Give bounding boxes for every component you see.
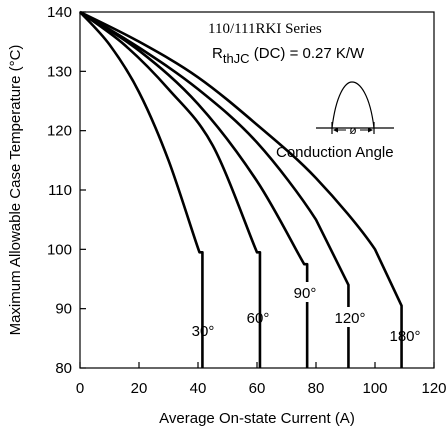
y-tick-label: 130 [47,63,72,80]
y-tick-label: 120 [47,123,72,140]
y-tick-label: 90 [55,301,72,318]
phi-symbol: ø [349,123,357,137]
y-tick-label: 140 [47,4,72,21]
series-label-bg-90 [288,282,322,302]
rth-main: R [212,45,223,62]
y-tick-label: 100 [47,241,72,258]
x-tick-label: 80 [308,380,325,397]
series-label-bg-120 [330,307,370,327]
angle-arrowhead-right [368,127,373,133]
x-tick-label: 20 [131,380,148,397]
series-lines [79,10,403,368]
x-tick-label: 40 [190,380,207,397]
x-tick-label: 100 [362,380,387,397]
thermal-resistance-label: RthJC (DC) = 0.27 K/W [212,45,365,66]
x-axis: 0 20 40 60 80 100 120 [76,362,447,397]
series-labels: 30° 60° 90° 120° 180° [192,282,421,345]
series-line-90deg [79,10,309,368]
series-line-60deg [79,10,262,368]
series-label-180: 180° [389,328,420,345]
y-axis-label: Maximum Allowable Case Temperature (°C) [7,45,24,336]
x-axis-label: Average On-state Current (A) [159,410,355,427]
series-line-30deg [79,11,204,368]
conduction-waveform-icon: ø [316,81,394,137]
rth-subscript: thJC [223,51,250,66]
series-line-120deg [79,10,350,368]
series-line-180deg [79,10,403,368]
x-tick-label: 120 [421,380,446,397]
series-title: 110/111RKI Series [208,21,322,37]
series-label-30: 30° [192,323,215,340]
series-label-60: 60° [247,310,270,327]
rth-rest: (DC) = 0.27 K/W [250,45,365,62]
angle-arrowhead-left [333,127,338,133]
y-axis: 80 90 100 110 120 130 140 [47,4,86,377]
waveform-lobe [331,81,375,129]
x-tick-label: 0 [76,380,84,397]
y-tick-label: 110 [48,182,72,199]
series-label-90: 90° [294,285,317,302]
x-tick-label: 60 [249,380,266,397]
conduction-angle-label: Conduction Angle [276,144,394,161]
series-label-120: 120° [334,310,365,327]
y-tick-label: 80 [55,360,72,377]
